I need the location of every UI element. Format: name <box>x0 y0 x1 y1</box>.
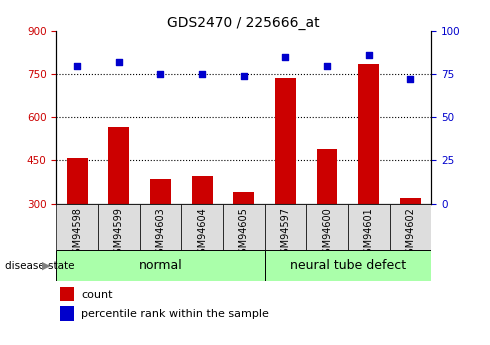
Bar <box>181 204 223 250</box>
Bar <box>98 204 140 250</box>
Bar <box>223 204 265 250</box>
Bar <box>67 158 88 204</box>
Text: ▶: ▶ <box>42 261 51 270</box>
Title: GDS2470 / 225666_at: GDS2470 / 225666_at <box>168 16 320 30</box>
Bar <box>265 250 431 281</box>
Text: count: count <box>81 290 113 300</box>
Point <box>115 59 122 65</box>
Point <box>365 52 372 58</box>
Text: GSM94602: GSM94602 <box>405 207 416 260</box>
Bar <box>317 149 338 204</box>
Bar <box>348 204 390 250</box>
Text: GSM94605: GSM94605 <box>239 207 249 260</box>
Bar <box>358 64 379 204</box>
Point <box>198 71 206 77</box>
Bar <box>400 198 421 204</box>
Text: GSM94597: GSM94597 <box>280 207 291 260</box>
Bar <box>56 204 98 250</box>
Bar <box>265 204 306 250</box>
Bar <box>108 127 129 204</box>
Point <box>73 63 81 68</box>
Bar <box>306 204 348 250</box>
Bar <box>390 204 431 250</box>
Text: GSM94599: GSM94599 <box>114 207 124 260</box>
Text: percentile rank within the sample: percentile rank within the sample <box>81 309 269 319</box>
Bar <box>60 306 74 321</box>
Point <box>240 73 247 79</box>
Text: GSM94604: GSM94604 <box>197 207 207 260</box>
Point <box>281 54 289 60</box>
Point <box>323 63 331 68</box>
Text: GSM94600: GSM94600 <box>322 207 332 260</box>
Bar <box>140 204 181 250</box>
Bar <box>275 79 296 204</box>
Text: disease state: disease state <box>5 261 74 270</box>
Point <box>156 71 164 77</box>
Text: GSM94601: GSM94601 <box>364 207 374 260</box>
Bar <box>56 250 265 281</box>
Bar <box>233 192 254 204</box>
Bar <box>60 287 74 302</box>
Bar <box>150 179 171 204</box>
Bar <box>192 176 213 204</box>
Text: GSM94603: GSM94603 <box>155 207 166 260</box>
Text: GSM94598: GSM94598 <box>72 207 82 260</box>
Text: neural tube defect: neural tube defect <box>290 259 406 272</box>
Text: normal: normal <box>139 259 182 272</box>
Point <box>406 77 414 82</box>
